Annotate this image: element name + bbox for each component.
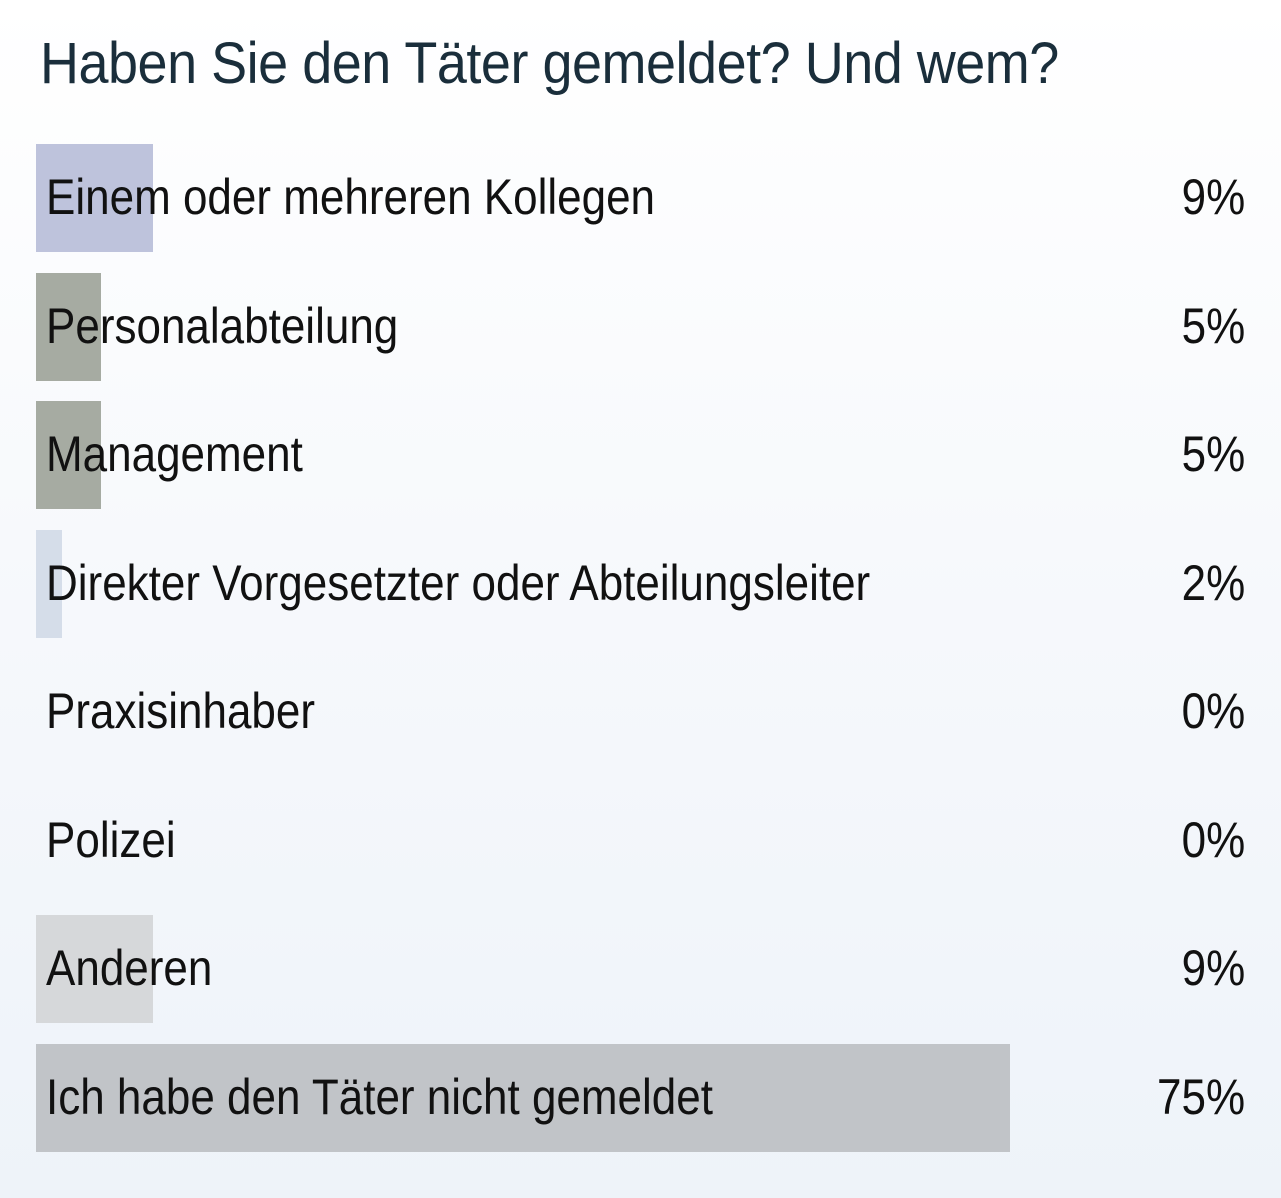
- value-label: 0%: [1181, 811, 1245, 868]
- bar: [36, 144, 153, 252]
- bar-row: Personalabteilung 5%: [0, 272, 1281, 383]
- bar-row: Management 5%: [0, 401, 1281, 511]
- value-label: 9%: [1181, 169, 1245, 225]
- category-label: Personalabteilung: [46, 297, 399, 354]
- chart-title: Haben Sie den Täter gemeldet? Und wem?: [40, 31, 1059, 96]
- value-label: 5%: [1181, 426, 1245, 482]
- bar: [36, 272, 101, 381]
- bar: [36, 1043, 1010, 1152]
- bar-row: Polizei 0%: [0, 787, 1281, 897]
- category-label: Management: [46, 426, 303, 482]
- bar-row: Praxisinhaber 0%: [0, 658, 1281, 768]
- category-label: Praxisinhaber: [46, 683, 316, 739]
- value-label: 9%: [1181, 940, 1245, 996]
- bar-row: Direkter Vorgesetzter oder Abteilungslei…: [0, 529, 1281, 640]
- bar: [36, 401, 101, 509]
- category-label: Einem oder mehreren Kollegen: [46, 169, 656, 225]
- bar-row: Anderen 9%: [0, 915, 1281, 1025]
- bar: [36, 529, 62, 638]
- bar-row: Einem oder mehreren Kollegen 9%: [0, 144, 1281, 254]
- category-label: Ich habe den Täter nicht gemeldet: [46, 1068, 713, 1125]
- value-label: 2%: [1181, 554, 1245, 611]
- bar: [36, 915, 153, 1023]
- bar-row: Ich habe den Täter nicht gemeldet 75%: [0, 1043, 1281, 1154]
- value-label: 5%: [1181, 297, 1245, 354]
- category-label: Direkter Vorgesetzter oder Abteilungslei…: [46, 554, 871, 611]
- category-label: Anderen: [46, 940, 213, 996]
- value-label: 0%: [1181, 683, 1245, 739]
- category-label: Polizei: [46, 811, 176, 868]
- value-label: 75%: [1156, 1068, 1245, 1125]
